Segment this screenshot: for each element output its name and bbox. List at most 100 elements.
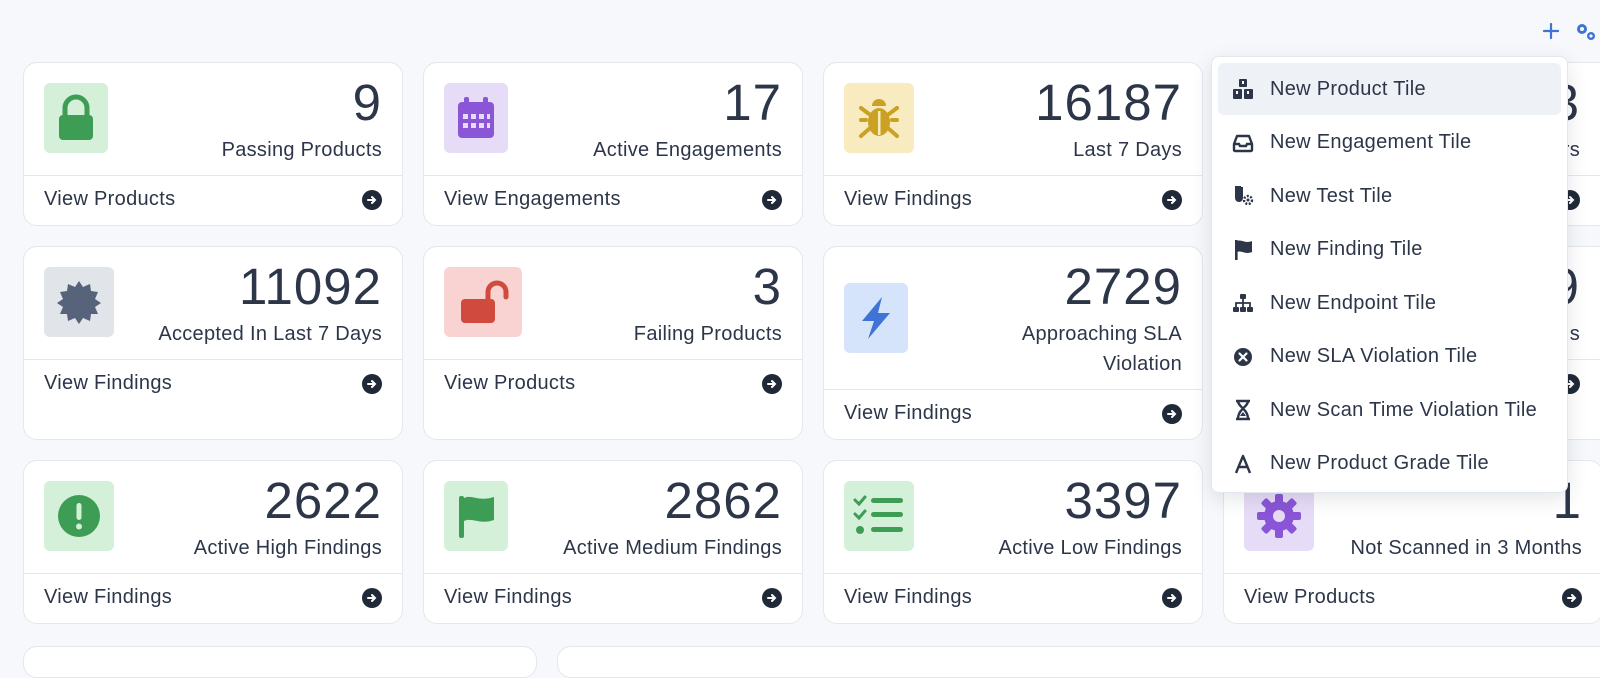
link-label: View Findings <box>44 586 173 608</box>
menu-item-new-sla-violation-tile[interactable]: New SLA Violation Tile <box>1218 331 1561 383</box>
tile-label: Passing Products <box>221 139 382 161</box>
view-findings-link[interactable]: View Findings <box>424 573 802 621</box>
exclamation-circle-icon <box>58 495 100 537</box>
tile-label: Approaching SLA Violation <box>1022 319 1182 379</box>
tile-label: Accepted In Last 7 Days <box>158 323 382 345</box>
tile-icon <box>44 481 114 551</box>
menu-item-label: New SLA Violation Tile <box>1270 345 1478 367</box>
tile-icon <box>844 83 914 153</box>
menu-item-new-scan-time-violation-tile[interactable]: New Scan Time Violation Tile <box>1218 384 1561 436</box>
tile-value: 3397 <box>1064 472 1182 529</box>
tile-value: 17 <box>723 74 782 131</box>
arrow-right-circle-icon <box>1162 587 1182 608</box>
arrow-right-circle-icon <box>1162 403 1182 424</box>
link-label: View Findings <box>844 402 973 424</box>
add-tile-button[interactable] <box>1542 22 1560 40</box>
tile-label: Active High Findings <box>193 537 382 559</box>
arrow-right-circle-icon <box>362 373 382 394</box>
menu-item-label: New Engagement Tile <box>1270 131 1472 153</box>
view-engagements-link[interactable]: View Engagements <box>424 175 802 223</box>
tile-value: 11092 <box>238 258 382 315</box>
tile-last-7-days: 16187 Last 7 Days View Findings <box>823 62 1203 226</box>
flag-icon <box>1232 239 1254 261</box>
tile-icon <box>844 283 908 353</box>
tile-value: 9 <box>352 74 382 131</box>
unlock-icon <box>461 280 509 323</box>
link-label: View Findings <box>844 188 973 210</box>
link-label: View Findings <box>44 372 173 394</box>
tile-label: Not Scanned in 3 Months <box>1350 537 1582 559</box>
bolt-icon <box>862 297 890 339</box>
gears-icon <box>1577 24 1595 40</box>
menu-item-label: New Test Tile <box>1270 184 1393 207</box>
list-check-icon <box>853 495 903 534</box>
bottom-panel-left <box>23 646 537 678</box>
menu-item-new-test-tile[interactable]: New Test Tile <box>1218 170 1561 222</box>
menu-item-label: New Product Grade Tile <box>1270 452 1489 474</box>
dashboard-settings-button[interactable] <box>1574 20 1598 44</box>
menu-item-label: New Product Tile <box>1270 77 1426 100</box>
arrow-right-circle-icon <box>362 189 382 210</box>
tile-active-medium-findings: 2862 Active Medium Findings View Finding… <box>423 460 803 624</box>
tile-icon <box>44 267 114 337</box>
inbox-icon <box>1232 132 1254 154</box>
tile-passing-products: 9 Passing Products View Products <box>23 62 403 226</box>
menu-item-label: New Scan Time Violation Tile <box>1270 398 1538 421</box>
link-label: View Products <box>44 188 176 210</box>
view-findings-link[interactable]: View Findings <box>824 389 1202 437</box>
link-label: View Findings <box>444 586 573 608</box>
tile-icon <box>444 267 522 337</box>
link-label: View Products <box>1244 586 1376 608</box>
arrow-right-circle-icon <box>762 189 782 210</box>
menu-item-new-endpoint-tile[interactable]: New Endpoint Tile <box>1218 277 1561 329</box>
view-products-link[interactable]: View Products <box>424 359 802 407</box>
link-label: View Findings <box>844 586 973 608</box>
view-findings-link[interactable]: View Findings <box>824 573 1202 621</box>
tile-icon <box>444 83 508 153</box>
tile-accepted-last-7-days: 11092 Accepted In Last 7 Days View Findi… <box>23 246 403 440</box>
menu-item-label: New Finding Tile <box>1270 238 1423 260</box>
calendar-icon <box>458 97 494 138</box>
tile-value: 3 <box>752 258 782 315</box>
letter-a-icon <box>1232 453 1254 475</box>
tile-label: Active Engagements <box>593 139 782 161</box>
view-findings-link[interactable]: View Findings <box>24 573 402 621</box>
sitemap-icon <box>1232 292 1254 314</box>
link-label: View Engagements <box>444 188 621 210</box>
tile-active-engagements: 17 Active Engagements View Engagements <box>423 62 803 226</box>
tile-icon <box>44 83 108 153</box>
menu-item-new-finding-tile[interactable]: New Finding Tile <box>1218 224 1561 276</box>
bottom-panel-right <box>557 646 1600 678</box>
tile-label-line1: Approaching SLA <box>1021 323 1182 345</box>
link-label: View Products <box>444 372 576 394</box>
arrow-right-circle-icon <box>762 373 782 394</box>
tile-label-line2: Violation <box>1102 353 1182 375</box>
x-circle-icon <box>1232 346 1254 368</box>
view-products-link[interactable]: View Products <box>1224 573 1600 621</box>
cubes-icon <box>1232 78 1254 100</box>
tile-value: 16187 <box>1035 74 1182 131</box>
menu-item-new-product-tile[interactable]: New Product Tile <box>1218 63 1561 115</box>
menu-item-label: New Endpoint Tile <box>1270 291 1437 314</box>
tile-label: Failing Products <box>633 323 782 345</box>
view-findings-link[interactable]: View Findings <box>824 175 1202 223</box>
view-products-link[interactable]: View Products <box>24 175 402 223</box>
flask-gear-icon <box>1232 185 1254 207</box>
tile-approaching-sla: 2729 Approaching SLA Violation View Find… <box>823 246 1203 440</box>
hourglass-icon <box>1232 399 1254 421</box>
menu-item-new-product-grade-tile[interactable]: New Product Grade Tile <box>1218 438 1561 490</box>
tile-active-high-findings: 2622 Active High Findings View Findings <box>23 460 403 624</box>
certificate-icon <box>57 281 101 324</box>
tile-label: Active Medium Findings <box>563 537 782 559</box>
menu-item-new-engagement-tile[interactable]: New Engagement Tile <box>1218 117 1561 169</box>
tile-value: 2729 <box>1064 258 1182 315</box>
tile-label: Active Low Findings <box>998 537 1182 559</box>
bug-icon <box>859 99 899 138</box>
arrow-right-circle-icon <box>762 587 782 608</box>
view-findings-link[interactable]: View Findings <box>24 359 402 407</box>
lock-icon <box>59 94 93 140</box>
tile-value: 2622 <box>264 472 382 529</box>
tile-active-low-findings: 3397 Active Low Findings View Findings <box>823 460 1203 624</box>
add-tile-dropdown: New Product Tile New Engagement Tile New… <box>1211 56 1568 493</box>
arrow-right-circle-icon <box>1162 189 1182 210</box>
